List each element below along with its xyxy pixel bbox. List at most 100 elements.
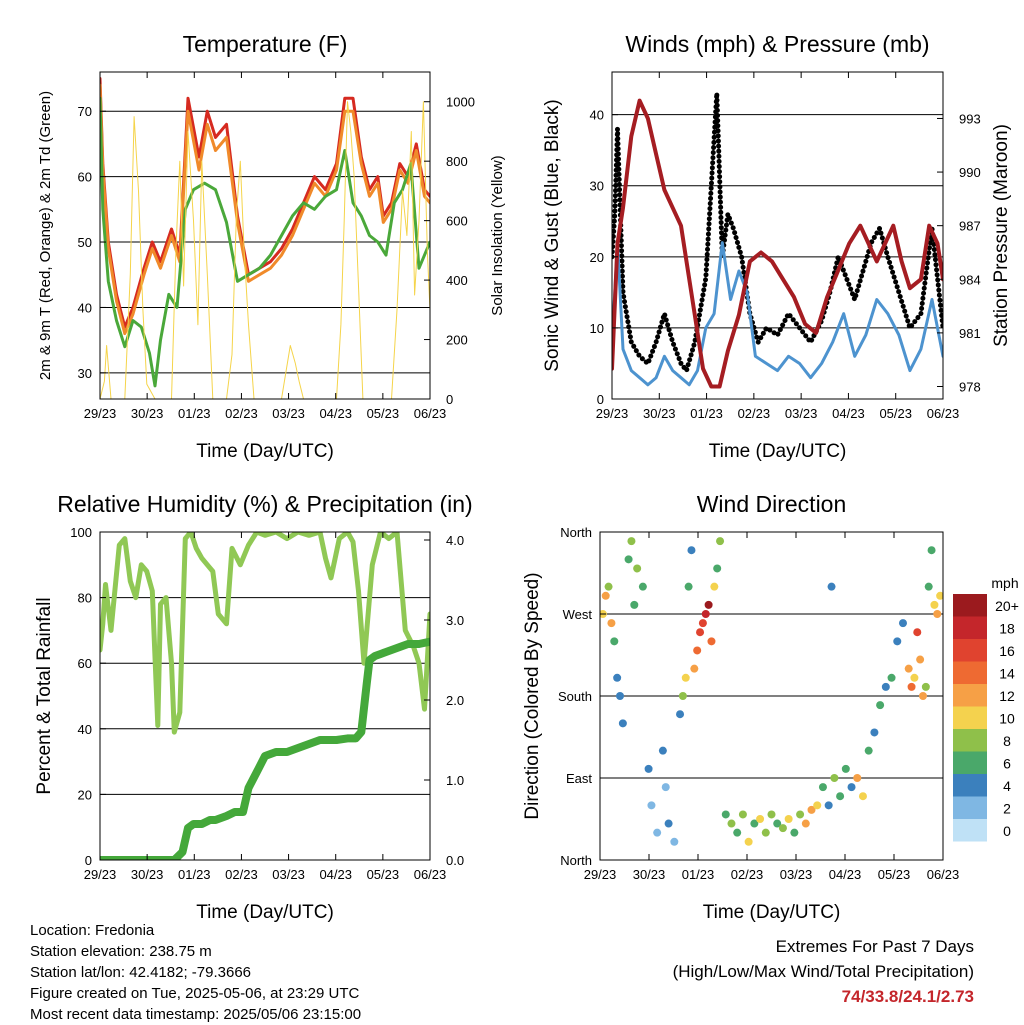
colorbar-label: 14 xyxy=(999,666,1015,682)
y-tick-label: East xyxy=(566,771,592,786)
plot-area xyxy=(100,77,430,399)
colorbar-swatch xyxy=(953,796,987,819)
y-tick-label: 70 xyxy=(78,104,92,119)
x-tick-label: 30/23 xyxy=(643,406,676,421)
x-tick-label: 02/23 xyxy=(225,867,258,882)
colorbar-swatch xyxy=(953,706,987,729)
x-tick-label: 04/23 xyxy=(832,406,865,421)
x-axis-label: Time (Day/UTC) xyxy=(196,902,334,923)
humidity-precip-panel: Relative Humidity (%) & Precipitation (i… xyxy=(34,491,473,923)
wind-direction-point xyxy=(918,692,927,700)
wind-direction-point xyxy=(924,582,933,591)
wind-direction-point xyxy=(756,815,765,823)
plot-frame xyxy=(99,71,431,400)
wind-direction-point xyxy=(681,673,690,682)
wind-direction-point xyxy=(876,701,885,710)
panel-title: Relative Humidity (%) & Precipitation (i… xyxy=(57,491,472,517)
colorbar-label: 16 xyxy=(999,643,1015,659)
wind-direction-point xyxy=(716,537,725,546)
x-tick-label: 29/23 xyxy=(84,867,117,882)
wind-direction-point xyxy=(858,792,867,801)
wind-direction-point xyxy=(647,801,656,810)
wind-direction-point xyxy=(684,582,693,591)
wind-direction-point xyxy=(618,719,627,728)
extremes-subtitle: (High/Low/Max Wind/Total Precipitation) xyxy=(672,962,974,981)
colorbar-label: 0 xyxy=(1003,823,1011,839)
y-tick-label: 0 xyxy=(597,392,604,407)
y-right-tick-label: 4.0 xyxy=(446,533,464,548)
y-tick-label: 40 xyxy=(78,722,92,737)
wind-direction-point xyxy=(767,810,776,819)
wind-direction-point xyxy=(761,828,770,837)
wind-direction-point xyxy=(661,783,670,792)
x-tick-label: 01/23 xyxy=(178,867,211,882)
wind-direction-point xyxy=(690,664,699,673)
x-tick-label: 04/23 xyxy=(319,867,352,882)
colorbar-title: mph xyxy=(991,575,1018,591)
y-right-tick-label: 3.0 xyxy=(446,613,464,628)
series-line-gust xyxy=(612,90,943,374)
colorbar-label: 6 xyxy=(1003,756,1011,772)
wind-direction-point xyxy=(738,810,747,819)
x-tick-label: 06/23 xyxy=(927,406,960,421)
series-line-rh xyxy=(100,532,430,735)
wind-direction-point xyxy=(893,637,902,646)
colorbar-swatch xyxy=(953,639,987,662)
y-tick-label: North xyxy=(560,525,592,540)
wind-direction-point xyxy=(936,591,943,600)
y-tick-label: 100 xyxy=(70,525,92,540)
wind-direction-point xyxy=(887,673,896,682)
wind-direction-point xyxy=(613,673,622,682)
wind-direction-point xyxy=(601,591,610,600)
wind-direction-point xyxy=(687,546,696,555)
x-tick-label: 03/23 xyxy=(272,867,305,882)
wind-direction-point xyxy=(864,746,873,755)
x-tick-label: 01/23 xyxy=(178,406,211,421)
wind-direction-point xyxy=(853,774,862,782)
wind-direction-point xyxy=(624,555,633,564)
wind-direction-point xyxy=(836,792,845,801)
x-axis-label: Time (Day/UTC) xyxy=(709,441,847,462)
wind-direction-point xyxy=(693,646,702,655)
wind-direction-point xyxy=(676,710,685,719)
wind-direction-point xyxy=(773,819,782,828)
wind-direction-panel: Wind Direction 29/23 30/23 01/23 02/23 03/23 0… xyxy=(522,491,1019,923)
colorbar-label: 8 xyxy=(1003,733,1011,749)
series-line-t9 xyxy=(100,83,430,336)
y-right-tick-label: 987 xyxy=(959,219,981,234)
recent-timestamp-text: Most recent data timestamp: 2025/05/06 2… xyxy=(30,1006,362,1023)
y-tick-label: South xyxy=(558,689,592,704)
x-tick-label: 01/23 xyxy=(690,406,723,421)
y-tick-label: 10 xyxy=(590,321,604,336)
y-tick-label: 30 xyxy=(78,366,92,381)
series-line-wind xyxy=(612,241,943,387)
wind-direction-point xyxy=(870,728,879,737)
y-axis-label: Sonic Wind & Gust (Blue, Black) xyxy=(542,99,563,371)
wind-direction-point xyxy=(750,819,759,828)
x-axis-label: Time (Day/UTC) xyxy=(196,441,334,462)
x-tick-label: 04/23 xyxy=(319,406,352,421)
y-right-tick-label: 981 xyxy=(959,326,981,341)
colorbar-swatch xyxy=(953,684,987,707)
x-tick-label: 05/23 xyxy=(367,867,400,882)
colorbar-label: 12 xyxy=(999,688,1015,704)
y-right-tick-label: 600 xyxy=(446,214,468,229)
wind-direction-point xyxy=(658,746,667,755)
x-tick-label: 30/23 xyxy=(131,867,164,882)
plot-frame xyxy=(611,71,944,400)
extremes-box: Extremes For Past 7 Days (High/Low/Max W… xyxy=(673,934,974,1009)
y-tick-label: North xyxy=(560,853,592,868)
x-tick-label: 03/23 xyxy=(272,406,305,421)
x-axis-label: Time (Day/UTC) xyxy=(703,902,841,923)
wind-direction-point xyxy=(713,564,722,573)
wind-direction-point xyxy=(744,837,753,846)
wind-direction-point xyxy=(927,546,936,555)
colorbar-swatch xyxy=(953,729,987,752)
winds-pressure-panel: Winds (mph) & Pressure (mb) 29/23 30/23 01/… xyxy=(542,31,1012,462)
y-right-tick-label: 0 xyxy=(446,392,453,407)
wind-direction-point xyxy=(913,628,922,637)
plot-area xyxy=(600,537,943,846)
panel-title: Wind Direction xyxy=(697,491,847,517)
wind-direction-point xyxy=(607,619,616,628)
